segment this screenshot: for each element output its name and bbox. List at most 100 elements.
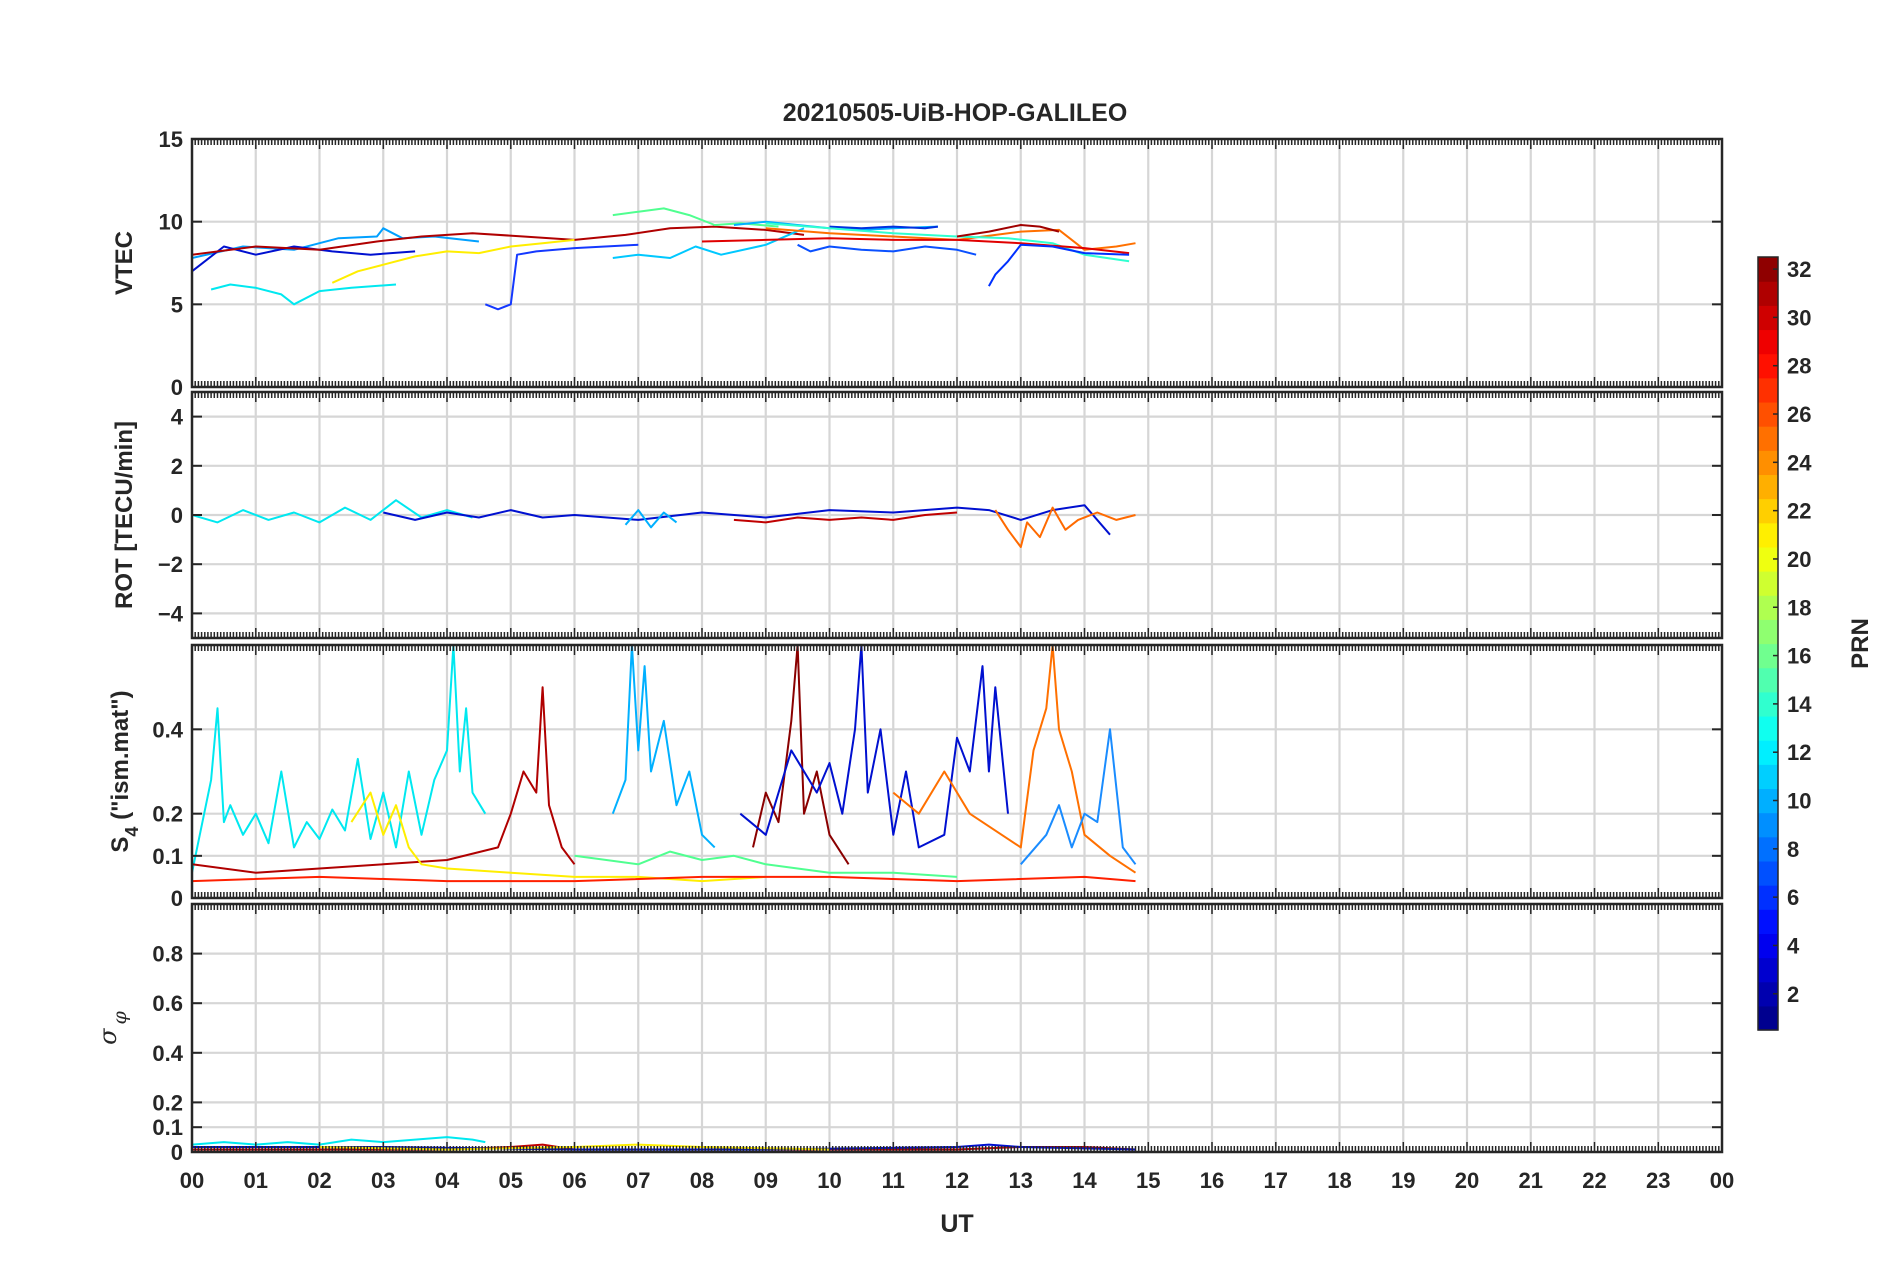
y-tick-label: 0.8 <box>152 942 183 967</box>
x-minor-ticks <box>191 904 1723 1152</box>
y-tick-label: −2 <box>158 552 183 577</box>
colorbar-swatch <box>1758 885 1778 910</box>
y-tick-label: 0 <box>171 886 183 911</box>
prn-trace-line <box>192 1136 486 1146</box>
prn-trace-line <box>765 227 1136 251</box>
x-tick-label: 11 <box>882 1168 905 1193</box>
colorbar-tick-label: 32 <box>1787 257 1811 282</box>
colorbar-swatch <box>1758 1005 1778 1031</box>
colorbar-frame <box>1757 256 1779 1031</box>
y-axis-label: σφ <box>94 1010 131 1044</box>
colorbar-tick-label: 22 <box>1787 499 1811 524</box>
colorbar-swatch <box>1758 619 1778 645</box>
colorbar-swatch <box>1758 860 1778 886</box>
prn-trace-line <box>574 850 958 878</box>
colorbar-swatch <box>1758 329 1778 355</box>
colorbar-swatch <box>1758 401 1778 427</box>
prn-trace-line <box>484 243 639 311</box>
y-tick-label: 0.6 <box>152 991 183 1016</box>
colorbar-swatch <box>1758 788 1778 814</box>
prn-trace-line <box>1020 728 1137 865</box>
colorbar-swatch <box>1758 643 1778 669</box>
prn-trace-line <box>192 875 1136 883</box>
y-tick-label: 0.2 <box>152 802 183 827</box>
sigma-phi-panel: 00.10.2 0.4 0.6 0.8 σφ 00 01 02 03 04 05 06 07 08 09 10… <box>94 902 1734 1193</box>
colorbar-tick-label: 2 <box>1787 982 1799 1007</box>
prn-trace-line <box>611 645 716 849</box>
y-tick-label: 10 <box>159 210 183 235</box>
x-tick-label: 15 <box>1136 1168 1160 1193</box>
colorbar-swatch <box>1758 667 1778 693</box>
y-tick-label: 0.4 <box>152 717 183 742</box>
y-tick-label: 0.1 <box>152 844 183 869</box>
colorbar-tick-label: 18 <box>1787 595 1811 620</box>
colorbar-swatch <box>1758 426 1778 451</box>
colorbar-tick-label: 30 <box>1787 305 1811 330</box>
x-tick-label: 09 <box>754 1168 778 1193</box>
x-tick-label: 19 <box>1391 1168 1415 1193</box>
colorbar-tick-label: 10 <box>1787 789 1811 814</box>
y-tick-label: 0.1 <box>152 1115 183 1140</box>
x-tick-label: 20 <box>1455 1168 1479 1193</box>
x-tick-label: 23 <box>1646 1168 1670 1193</box>
x-tick-label: 17 <box>1264 1168 1288 1193</box>
y-axis-label: VTEC <box>111 231 138 295</box>
x-minor-ticks <box>191 392 1723 638</box>
prn-trace-line <box>994 506 1136 548</box>
prn-trace-line <box>739 645 1009 849</box>
x-tick-label: 04 <box>435 1168 460 1193</box>
colorbar-swatch <box>1758 498 1778 524</box>
x-axis-label: UT <box>940 1210 973 1238</box>
prn-trace-line <box>612 227 805 259</box>
trace-group <box>192 645 1137 883</box>
prn-trace-line <box>988 243 1130 287</box>
x-tick-label: 10 <box>817 1168 841 1193</box>
colorbar-swatch <box>1758 812 1778 838</box>
colorbar-swatch <box>1758 546 1778 572</box>
prn-trace-line <box>192 225 805 256</box>
colorbar-swatch <box>1758 933 1778 959</box>
prn-trace-line <box>350 791 766 883</box>
colorbar-swatch <box>1758 836 1778 862</box>
x-tick-label: 07 <box>626 1168 650 1193</box>
prn-trace-line <box>701 237 1130 255</box>
colorbar-swatch <box>1758 740 1778 765</box>
chart-title: 20210505-UiB-HOP-GALILEO <box>783 99 1128 127</box>
x-tick-label: 00 <box>180 1168 204 1193</box>
prn-trace-line <box>192 245 416 273</box>
colorbar-tick-label: 16 <box>1787 644 1811 669</box>
y-axis-label: ROT [TECU/min] <box>111 421 138 609</box>
colorbar-swatch <box>1758 257 1778 282</box>
x-tick-label: 14 <box>1072 1168 1097 1193</box>
colorbar-tick-label: 28 <box>1787 354 1811 379</box>
colorbar-tick-label: 14 <box>1787 692 1812 717</box>
prn-trace-line <box>210 283 397 306</box>
prn-trace-line <box>192 686 576 874</box>
x-tick-label: 08 <box>690 1168 714 1193</box>
colorbar-swatch <box>1758 715 1778 741</box>
y-tick-label: 2 <box>171 454 183 479</box>
y-tick-label: 4 <box>171 405 184 430</box>
prn-trace-line <box>956 224 1060 238</box>
x-tick-label: 01 <box>244 1168 268 1193</box>
x-tick-label: 00 <box>1710 1168 1734 1193</box>
colorbar-swatch <box>1758 353 1778 379</box>
colorbar-tick-label: 6 <box>1787 885 1799 910</box>
prn-trace-line <box>192 499 473 524</box>
prn-trace-line <box>192 645 487 873</box>
colorbar-label: PRN <box>1847 618 1874 669</box>
y-tick-label: 0 <box>171 1140 183 1165</box>
trace-group <box>192 207 1136 311</box>
prn-trace-line <box>331 238 575 284</box>
x-minor-ticks <box>191 139 1723 387</box>
prn-trace-line <box>892 645 1137 874</box>
colorbar-swatch <box>1758 764 1778 790</box>
colorbar-swatch <box>1758 909 1778 934</box>
colorbar-tick-label: 8 <box>1787 837 1799 862</box>
x-tick-label: 05 <box>499 1168 523 1193</box>
prn-trace-line <box>733 511 958 524</box>
colorbar-swatch <box>1758 595 1778 620</box>
colorbar-swatch <box>1758 691 1778 717</box>
